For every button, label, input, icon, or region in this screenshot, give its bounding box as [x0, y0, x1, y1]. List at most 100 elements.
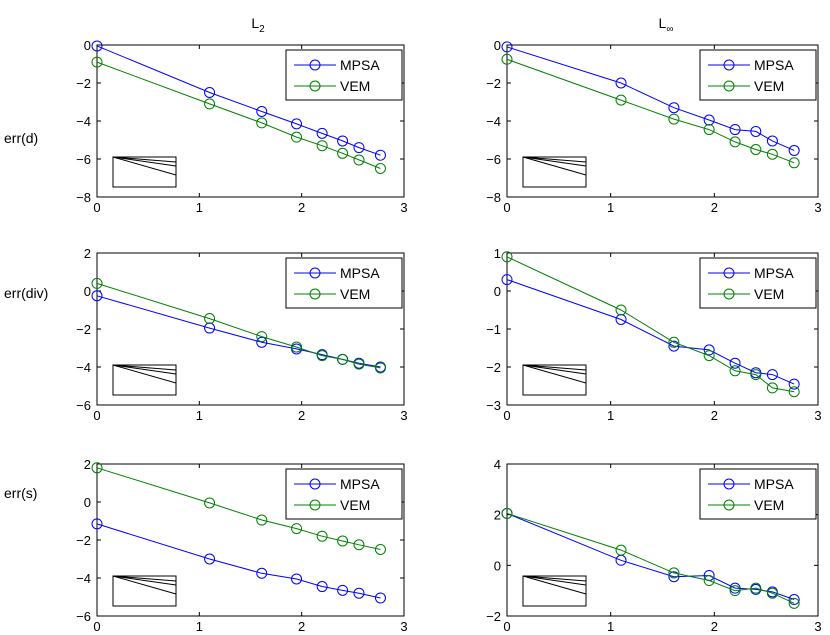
- data-point-vem: [615, 304, 627, 316]
- legend-marker-vem: [309, 80, 321, 92]
- data-point-mpsa: [668, 102, 680, 114]
- y-tick-label: −2: [76, 533, 91, 548]
- legend-box: [285, 257, 403, 309]
- y-tick-label: 1: [494, 246, 501, 261]
- data-point-vem: [501, 53, 513, 65]
- data-point-vem: [337, 353, 349, 365]
- data-point-vem: [788, 157, 800, 169]
- legend-marker-vem: [309, 288, 321, 300]
- y-tick-label: −2: [486, 360, 501, 375]
- data-point-mpsa: [729, 357, 741, 369]
- x-tick-label: 1: [607, 619, 614, 634]
- data-point-vem: [204, 497, 216, 509]
- series-line-vem: [96, 467, 381, 550]
- y-tick-label: −4: [76, 571, 91, 586]
- data-point-mpsa: [703, 344, 715, 356]
- row-label-err-div: err(div): [4, 285, 48, 301]
- data-point-mpsa: [668, 340, 680, 352]
- data-point-vem: [729, 136, 741, 148]
- y-tick-label: −3: [486, 398, 501, 413]
- legend-box: [285, 468, 403, 520]
- data-point-vem: [291, 523, 303, 535]
- data-point-mpsa: [788, 594, 800, 606]
- data-point-vem: [337, 535, 349, 547]
- y-tick-label: −2: [76, 322, 91, 337]
- data-point-vem: [291, 341, 303, 353]
- legend-label-mpsa: MPSA: [340, 265, 380, 281]
- slope-line-2: [112, 364, 177, 375]
- legend-label-vem: VEM: [754, 497, 784, 513]
- data-point-vem: [750, 582, 762, 594]
- legend-marker-mpsa: [309, 267, 321, 279]
- series-line-vem: [96, 61, 381, 169]
- series-line-vem: [506, 256, 795, 393]
- y-tick-label: −6: [76, 609, 91, 624]
- series-line-mpsa: [96, 523, 381, 599]
- data-point-mpsa: [256, 106, 268, 117]
- legend-marker-vem: [723, 288, 735, 300]
- data-point-vem: [91, 56, 103, 68]
- data-point-mpsa: [256, 567, 268, 579]
- legend-box: [699, 257, 817, 309]
- column-header-left: L2: [251, 15, 265, 35]
- x-tick-label: 0: [93, 408, 100, 423]
- legend-marker-mpsa: [309, 478, 321, 490]
- data-point-vem: [256, 331, 268, 343]
- data-point-vem: [501, 507, 513, 519]
- data-point-vem: [766, 382, 778, 394]
- legend-label-vem: VEM: [754, 78, 784, 94]
- data-point-vem: [316, 530, 328, 542]
- data-point-mpsa: [337, 584, 349, 596]
- data-point-mpsa: [729, 124, 741, 136]
- data-point-mpsa: [788, 144, 800, 156]
- x-tick-label: 2: [711, 619, 718, 634]
- x-tick-label: 2: [711, 408, 718, 423]
- data-point-mpsa: [91, 290, 103, 302]
- data-point-mpsa: [501, 274, 513, 286]
- legend-label-mpsa: MPSA: [754, 57, 794, 73]
- slope-line-3: [522, 156, 587, 176]
- y-tick-label: 2: [84, 246, 91, 261]
- slope-line-1: [522, 575, 587, 582]
- legend-marker-mpsa: [309, 59, 321, 71]
- y-tick-label: −1: [486, 322, 501, 337]
- y-tick-label: 0: [84, 284, 91, 299]
- y-tick-label: −2: [76, 76, 91, 91]
- legend-label-vem: VEM: [340, 78, 370, 94]
- slope-line-3: [112, 575, 177, 595]
- data-point-vem: [316, 140, 328, 152]
- data-point-vem: [668, 567, 680, 579]
- data-point-vem: [750, 369, 762, 381]
- x-tick-label: 3: [400, 200, 407, 215]
- y-tick-label: −2: [486, 76, 501, 91]
- data-point-vem: [615, 94, 627, 106]
- data-point-vem: [374, 362, 386, 374]
- data-point-mpsa: [353, 587, 365, 599]
- x-tick-label: 3: [400, 408, 407, 423]
- x-tick-label: 3: [400, 619, 407, 634]
- data-point-mpsa: [615, 77, 627, 89]
- series-line-mpsa: [96, 45, 381, 156]
- y-tick-label: 2: [494, 508, 501, 523]
- x-tick-label: 2: [711, 200, 718, 215]
- y-tick-label: 0: [84, 495, 91, 510]
- slope-line-2: [522, 575, 587, 586]
- legend-marker-vem: [723, 499, 735, 511]
- data-point-mpsa: [729, 582, 741, 594]
- y-tick-label: 0: [494, 284, 501, 299]
- legend-label-vem: VEM: [754, 286, 784, 302]
- x-tick-label: 3: [814, 408, 821, 423]
- x-tick-label: 1: [196, 408, 203, 423]
- x-tick-label: 3: [814, 619, 821, 634]
- y-tick-label: 4: [494, 457, 501, 472]
- data-point-vem: [337, 147, 349, 159]
- x-tick-label: 2: [298, 408, 305, 423]
- data-point-vem: [729, 365, 741, 377]
- legend-label-mpsa: MPSA: [340, 476, 380, 492]
- chart-panel-err-d-linf: 0 1 2 3 −8 −6 −4 −2 0 MPSA VEM: [486, 38, 821, 215]
- y-tick-label: −4: [76, 360, 91, 375]
- data-point-vem: [788, 386, 800, 398]
- series-line-vem: [96, 282, 381, 369]
- series-line-mpsa: [506, 512, 795, 600]
